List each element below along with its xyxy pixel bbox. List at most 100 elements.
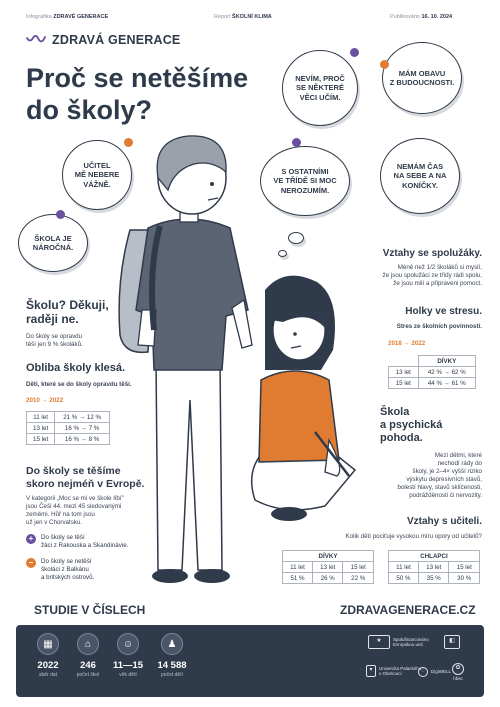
table-row: 11 let 13 let 15 let (282, 561, 374, 573)
people-icon: ♟ (161, 633, 183, 655)
table-cell-value: 22 % (342, 572, 374, 584)
table-cell-value: 51 % (282, 572, 313, 584)
section-title-popularity: Obliba školy klesá. (26, 362, 126, 374)
section-title-classmates: Vztahy se spolužáky. (382, 248, 482, 259)
table-teachers-girls: DÍVKY 11 let 13 let 15 let 51 % 26 % 22 … (282, 550, 374, 584)
meta-right: Publikováno 16. 10. 2024 (390, 14, 453, 20)
bubble-dot (380, 60, 389, 69)
section-subtitle-stress: Stres ze školních povinností. (396, 323, 482, 330)
section-title-wellbeing: Škola a psychická pohoda. (380, 406, 443, 444)
table-header-girls: DÍVKY (417, 355, 477, 367)
table-cell-value: 42 % → 62 % (417, 366, 477, 378)
table-row: 15 let 44 % → 61 % (388, 377, 477, 389)
meta-left: Infografika ZDRAVÉ GENERACE (26, 14, 109, 20)
table-cell-age: 13 let (25, 422, 56, 434)
table-row: 15 let 16 % → 8 % (25, 433, 110, 445)
legend-plus: + Do školy se těší žáci z Rakouska a Ska… (26, 534, 128, 550)
eu-partner: ★ Spolufinancováno Evropskou unií (368, 635, 429, 649)
section-title-europe: Do školy se těšíme skoro nejméň v Evropě… (26, 465, 145, 490)
digiwell-partner: ◌ DigiWELL (418, 667, 451, 677)
table-cell-value: 16 % → 7 % (54, 422, 110, 434)
hbsc-partner: ✿ hbsc (452, 663, 464, 682)
table-popularity: 11 let 21 % → 12 % 13 let 16 % → 7 % 15 le… (25, 411, 110, 445)
logo-text: ZDRAVÁ GENERACE (52, 33, 181, 47)
wave-logo-icon (26, 35, 46, 43)
legend-minus-text: Do školy se netěší školáci z Balkánu a b… (41, 558, 95, 581)
meta-center: Report ŠKOLNÍ KLIMA (214, 14, 272, 20)
upol-partner: ▾ Univerzita Palackého v Olomouci (366, 665, 421, 677)
table-row: 13 let 42 % → 62 % (388, 366, 477, 378)
table-row: 11 let 13 let 15 let (388, 561, 480, 573)
table-row: 11 let 21 % → 12 % (25, 411, 110, 423)
stat-schools: ⌂ 246 počet škol (68, 633, 108, 678)
table-row: 50 % 35 % 30 % (388, 572, 480, 584)
table-header-row: DÍVKY (389, 355, 477, 367)
table-cell-age: 11 let (388, 561, 419, 573)
table-stress: DÍVKY 13 let 42 % → 62 % 15 let 44 % → 61 … (388, 355, 477, 389)
section-text-wellbeing: Mezi dětmi, které nechodí rády do školy,… (397, 452, 483, 499)
npo-partner: ◧ (444, 635, 460, 649)
table-row: 13 let 16 % → 7 % (25, 422, 110, 434)
section-title-school-thanks: Školu? Děkuji, raději ne. (26, 298, 109, 326)
table-cell-value: 26 % (311, 572, 344, 584)
section-text-classmates: Méně než 1/2 školáků si myslí, že jsou s… (382, 264, 482, 287)
section-text-europe: V kategorii „Moc se mi ve škole líbí" js… (26, 495, 124, 526)
bubble-dot (350, 48, 359, 57)
table-cell-age: 15 let (342, 561, 374, 573)
years-range-popularity: 2010 → 2022 (26, 397, 64, 404)
table-teachers-boys: CHLAPCI 11 let 13 let 15 let 50 % 35 % 3… (388, 550, 480, 584)
thought-bubble-purpose: NEVÍM, PROČ SE NĚKTERÉ VĚCI UČÍM. (282, 50, 358, 126)
table-row: 51 % 26 % 22 % (282, 572, 374, 584)
page-title: Proč se netěšíme do školy? (26, 63, 249, 125)
section-subtitle-popularity: Děti, které se do školy opravdu těší. (26, 381, 132, 388)
girl-sitting-illustration (250, 275, 357, 521)
boy-with-backpack-illustration (118, 135, 253, 583)
table-header-girls: DÍVKY (282, 550, 374, 562)
table-cell-age: 13 let (417, 561, 450, 573)
bubble-dot (56, 210, 65, 219)
website-link[interactable]: ZDRAVAGENERACE.CZ (340, 603, 476, 617)
bubble-dot (292, 138, 301, 147)
table-cell-age: 15 let (25, 433, 56, 445)
bubble-dot (124, 138, 133, 147)
thought-bubble-classmates: S OSTATNÍMI VE TŘÍDĚ SI MOC NEROZUMÍM. (260, 146, 350, 216)
legend-minus: – Do školy se netěší školáci z Balkánu a… (26, 558, 94, 582)
digiwell-logo-icon: ◌ (418, 667, 428, 677)
table-header-boys: CHLAPCI (388, 550, 480, 562)
table-cell-value: 30 % (448, 572, 480, 584)
years-range-stress: 2018 → 2022 (388, 340, 426, 347)
eu-flag-icon: ★ (368, 635, 390, 649)
table-cell-age: 15 let (388, 377, 419, 389)
school-icon: ⌂ (77, 633, 99, 655)
table-cell-age: 15 let (448, 561, 480, 573)
stats-section-title: STUDIE V ČÍSLECH (34, 603, 146, 617)
stats-footer: ▦ 2022 sběr dat ⌂ 246 počet škol ☺ 11—15… (16, 625, 484, 697)
thought-circle (278, 250, 287, 257)
table-cell-age: 13 let (311, 561, 344, 573)
calendar-icon: ▦ (37, 633, 59, 655)
section-title-stress: Holky ve stresu. (405, 306, 482, 317)
logo: ZDRAVÁ GENERACE (26, 33, 180, 47)
table-cell-age: 13 let (388, 366, 419, 378)
thought-bubble-no-time: NEMÁM ČAS NA SEBE A NA KONÍČKY. (380, 138, 460, 214)
npo-logo-icon: ◧ (444, 635, 460, 649)
hbsc-logo-icon: ✿ (452, 663, 464, 675)
table-cell-value: 21 % → 12 % (54, 411, 110, 423)
stat-data-collection: ▦ 2022 sběr dat (28, 633, 68, 678)
table-cell-age: 11 let (282, 561, 313, 573)
legend-plus-text: Do školy se těší žáci z Rakouska a Skand… (41, 534, 129, 549)
table-cell-value: 44 % → 61 % (417, 377, 477, 389)
table-cell-age: 11 let (25, 411, 56, 423)
age-icon: ☺ (117, 633, 139, 655)
minus-icon: – (26, 558, 36, 568)
table-cell-value: 50 % (388, 572, 419, 584)
upol-logo-icon: ▾ (366, 665, 376, 677)
plus-icon: + (26, 534, 36, 544)
thought-bubble-teacher: UČITEL MĚ NEBERE VÁŽNĚ. (62, 140, 132, 210)
table-cell-value: 16 % → 8 % (54, 433, 110, 445)
thought-bubble-difficult: ŠKOLA JE NÁROČNÁ. (18, 214, 88, 272)
thought-bubble-future: MÁM OBAVU Z BUDOUCNOSTI. (382, 42, 462, 114)
section-text-school-thanks: Do školy se opravdu těší jen 9 % školáků… (26, 333, 83, 348)
section-title-teachers: Vztahy s učiteli. (406, 516, 482, 527)
section-subtitle-teachers: Kolik dětí pociťuje vysokou míru opory o… (345, 533, 482, 540)
